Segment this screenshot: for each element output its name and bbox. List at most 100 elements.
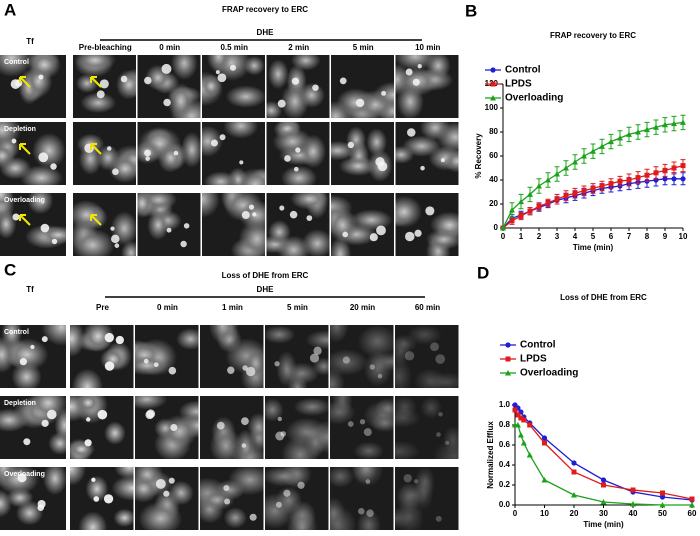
cells [330, 396, 394, 459]
marker [571, 492, 577, 498]
micrograph [330, 467, 394, 530]
cells [135, 467, 194, 530]
cells [144, 55, 201, 118]
spot [347, 141, 354, 149]
spot [163, 98, 171, 107]
cell [357, 325, 394, 358]
spot [248, 204, 255, 210]
cell [135, 475, 159, 503]
micrograph [135, 396, 199, 459]
cells [0, 193, 66, 249]
cell [420, 396, 442, 419]
marker [541, 477, 548, 483]
cells [200, 467, 264, 529]
spot [217, 73, 227, 83]
cell [0, 193, 14, 210]
marker [601, 482, 606, 488]
marker [659, 502, 666, 508]
marker [545, 200, 551, 206]
spot [38, 152, 49, 163]
cell [202, 74, 222, 98]
cell [395, 498, 424, 530]
cell [414, 467, 436, 497]
cells [135, 396, 199, 459]
cell [395, 334, 418, 353]
x-tick-label: 4 [573, 232, 578, 241]
spot [15, 79, 23, 87]
spot [297, 481, 305, 489]
micrograph [73, 122, 136, 185]
spot [19, 358, 27, 366]
marker [527, 208, 533, 214]
micrograph [395, 122, 459, 185]
x-axis-label: Time (min) [573, 243, 614, 252]
cell [78, 142, 102, 175]
spot [40, 223, 50, 233]
legend-label: Overloading [505, 93, 563, 104]
spot [375, 157, 385, 167]
cell [115, 69, 136, 100]
marker [542, 440, 547, 446]
spot [223, 485, 230, 492]
cell [330, 367, 345, 388]
cell [104, 421, 126, 445]
spot [339, 77, 347, 85]
marker [644, 172, 650, 178]
y-tick-label: 100 [485, 103, 499, 112]
cell [290, 193, 328, 210]
cell [223, 507, 248, 529]
cell [6, 488, 34, 508]
spot [37, 499, 46, 509]
spot [347, 421, 354, 427]
spot [407, 128, 416, 137]
cells [265, 467, 318, 530]
legend-marker [505, 356, 511, 362]
spot [430, 342, 439, 352]
marker [526, 452, 533, 458]
spot [38, 74, 44, 80]
cell [280, 165, 318, 185]
marker [515, 412, 521, 418]
micrograph [331, 55, 394, 118]
marker [572, 190, 578, 196]
y-tick-label: 0.4 [499, 460, 511, 469]
spot [366, 509, 374, 517]
row-label: Depletion [4, 400, 36, 407]
spot [376, 225, 386, 236]
cell [114, 467, 134, 480]
cell [32, 132, 66, 169]
y-tick-label: 20 [489, 199, 498, 208]
cells [395, 122, 459, 173]
micrograph [266, 193, 330, 256]
micrograph [395, 193, 459, 256]
spot [359, 419, 366, 425]
x-tick-label: 0 [501, 232, 506, 241]
spot [381, 90, 387, 96]
cell [370, 414, 394, 433]
spot [413, 479, 419, 484]
spot [284, 155, 291, 162]
cell [78, 511, 108, 530]
spot [355, 98, 365, 108]
micrograph [200, 396, 264, 459]
x-tick-label: 8 [645, 232, 650, 241]
marker [571, 460, 577, 466]
micrograph [70, 467, 134, 530]
marker [617, 178, 623, 184]
spot [215, 70, 220, 75]
y-tick-label: 0.6 [499, 440, 511, 449]
cells [395, 55, 454, 118]
cell [265, 467, 304, 487]
cell [338, 156, 378, 176]
x-tick-label: 9 [663, 232, 668, 241]
spot [153, 362, 159, 368]
spot [403, 474, 412, 483]
y-tick-label: 0 [494, 223, 499, 232]
marker [671, 120, 677, 127]
cells [73, 200, 136, 256]
spot [168, 477, 175, 484]
spot [313, 346, 322, 355]
micrograph [0, 55, 66, 118]
cell [135, 396, 168, 410]
